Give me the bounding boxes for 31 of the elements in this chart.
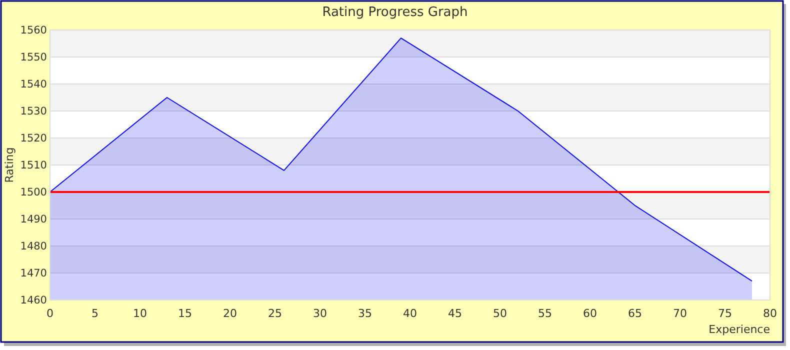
- x-tick-label: 50: [493, 307, 507, 320]
- x-tick-label: 30: [313, 307, 327, 320]
- y-tick-label: 1530: [20, 106, 47, 118]
- x-tick-label: 20: [223, 307, 237, 320]
- x-tick-label: 25: [268, 307, 282, 320]
- x-tick-label: 60: [583, 307, 597, 320]
- x-tick-label: 40: [403, 307, 417, 320]
- y-tick-label: 1500: [20, 186, 47, 199]
- y-tick-label: 1560: [20, 24, 47, 37]
- y-tick-label: 1550: [20, 52, 47, 64]
- x-tick-label: 80: [763, 307, 777, 320]
- y-axis-title: Rating: [3, 147, 16, 183]
- x-tick-label: 0: [46, 307, 54, 320]
- x-tick-label: 10: [133, 307, 147, 320]
- y-tick-label: 1480: [20, 240, 47, 253]
- chart-title: Rating Progress Graph: [322, 5, 468, 20]
- x-tick-label: 70: [673, 307, 687, 320]
- x-tick-label: 65: [628, 307, 642, 320]
- y-tick-label: 1510: [20, 160, 47, 172]
- y-tick-label: 1460: [20, 294, 47, 307]
- y-tick-label: 1490: [20, 214, 47, 226]
- y-tick-label: 1520: [20, 132, 47, 145]
- y-tick-label: 1540: [20, 78, 47, 91]
- y-tick-label: 1470: [20, 268, 47, 280]
- x-axis-title: Experience: [708, 323, 770, 336]
- x-tick-label: 35: [358, 307, 372, 320]
- x-tick-label: 55: [538, 307, 552, 320]
- x-tick-label: 75: [718, 307, 732, 320]
- x-tick-label: 5: [92, 307, 98, 320]
- x-tick-label: 45: [448, 307, 462, 320]
- x-tick-label: 15: [178, 307, 192, 320]
